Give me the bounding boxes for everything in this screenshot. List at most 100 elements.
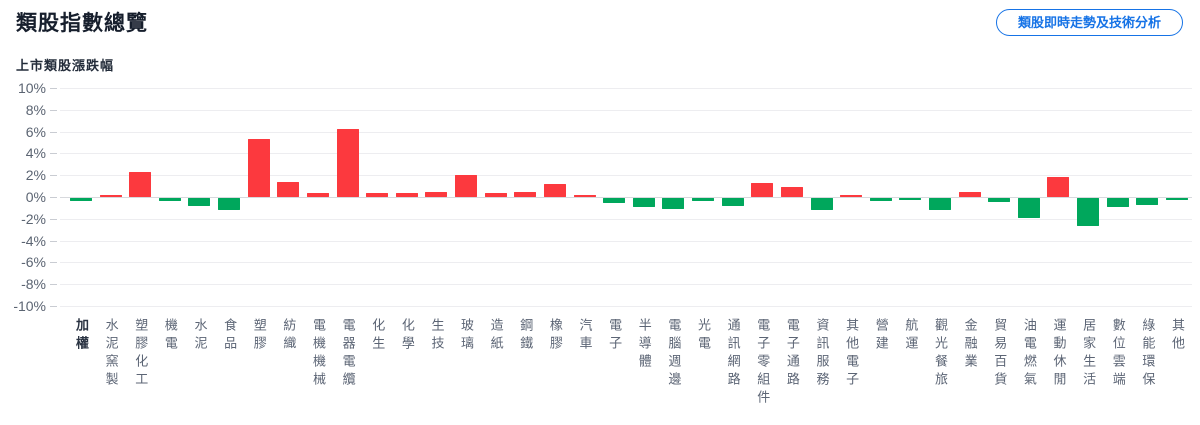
bar-電機機械[interactable]	[306, 192, 329, 197]
bar-塑膠化工[interactable]	[129, 171, 152, 197]
x-axis-label-造紙: 造紙	[488, 318, 504, 354]
bar-綠能環保[interactable]	[1136, 198, 1159, 205]
x-axis-label-電機機械: 電機機械	[310, 318, 326, 390]
x-axis-label-電子: 電子	[607, 318, 623, 354]
x-axis-label-塑膠: 塑膠	[251, 318, 267, 354]
gridline--8%	[60, 284, 1192, 286]
gridline--4%	[60, 240, 1192, 242]
y-axis-label: 6%	[25, 123, 46, 140]
x-axis-label-資訊服務: 資訊服務	[814, 318, 830, 390]
x-axis-label-生技: 生技	[429, 318, 445, 354]
x-axis-label-化生: 化生	[370, 318, 386, 354]
y-tick	[50, 284, 57, 286]
bar-其他[interactable]	[1165, 198, 1188, 201]
bar-電子通路[interactable]	[780, 187, 803, 197]
page-title: 類股指數總覽	[16, 12, 148, 35]
bar-貿易百貨[interactable]	[988, 198, 1011, 202]
bar-化學[interactable]	[395, 193, 418, 197]
x-axis-label-數位雲端: 數位雲端	[1110, 318, 1126, 390]
x-axis-label-加權: 加權	[74, 318, 89, 354]
x-axis-label-塑膠化工: 塑膠化工	[133, 318, 149, 390]
y-axis-label: 4%	[25, 145, 46, 162]
gridline-2%	[60, 175, 1192, 177]
x-axis-label-貿易百貨: 貿易百貨	[992, 318, 1008, 390]
y-tick	[50, 131, 57, 133]
bar-電器電纜[interactable]	[336, 129, 359, 197]
gridline-0%	[60, 197, 1192, 198]
x-axis-label-食品: 食品	[222, 318, 238, 354]
y-axis-label: 8%	[25, 101, 46, 118]
y-tick	[50, 240, 57, 242]
x-axis-label-鋼鐵: 鋼鐵	[518, 318, 534, 354]
x-axis-label-電子通路: 電子通路	[784, 318, 800, 390]
bar-居家生活[interactable]	[1077, 198, 1100, 227]
bar-食品[interactable]	[218, 198, 241, 210]
x-axis-label-其他電子: 其他電子	[844, 318, 860, 390]
plot-area	[60, 88, 1192, 307]
x-axis-label-光電: 光電	[696, 318, 712, 354]
bar-加權[interactable]	[70, 198, 92, 202]
x-axis-label-油電燃氣: 油電燃氣	[1021, 318, 1037, 390]
x-axis-label-機電: 機電	[162, 318, 178, 354]
x-axis-label-金融業: 金融業	[962, 318, 978, 372]
bar-橡膠[interactable]	[543, 183, 566, 197]
x-axis-label-營建: 營建	[873, 318, 889, 354]
bar-資訊服務[interactable]	[810, 198, 833, 210]
y-axis-label: 0%	[25, 189, 46, 205]
bar-觀光餐旅[interactable]	[928, 198, 951, 210]
gridline-8%	[60, 109, 1192, 111]
x-axis-label-其他: 其他	[1169, 318, 1185, 354]
y-tick	[50, 88, 57, 89]
y-axis-label: -2%	[21, 210, 46, 227]
bar-化生[interactable]	[366, 192, 389, 197]
x-axis-label-水泥: 水泥	[192, 318, 208, 354]
y-tick	[50, 197, 57, 198]
bar-水泥[interactable]	[188, 198, 211, 206]
x-axis-label-電子零組件: 電子零組件	[755, 318, 771, 408]
x-axis-label-居家生活: 居家生活	[1081, 318, 1097, 390]
bar-航運[interactable]	[899, 198, 922, 201]
x-axis-label-通訊網路: 通訊網路	[725, 318, 741, 390]
bar-玻璃[interactable]	[455, 175, 478, 197]
x-axis-label-運動休閒: 運動休閒	[1051, 318, 1067, 390]
x-axis-label-電腦週邊: 電腦週邊	[666, 318, 682, 390]
bar-半導體[interactable]	[632, 198, 655, 207]
gridline--10%	[60, 306, 1192, 307]
x-axis-label-玻璃: 玻璃	[459, 318, 475, 354]
y-axis-label: 10%	[17, 80, 46, 96]
bar-電子零組件[interactable]	[751, 182, 774, 197]
x-axis-label-電器電纜: 電器電纜	[340, 318, 356, 390]
y-tick	[50, 306, 57, 307]
y-tick	[50, 175, 57, 177]
y-axis-label: -10%	[13, 298, 46, 314]
bar-通訊網路[interactable]	[721, 198, 744, 206]
bar-其他電子[interactable]	[840, 195, 863, 197]
gridline-4%	[60, 153, 1192, 155]
chart-subtitle: 上市類股漲跌幅	[16, 58, 115, 73]
gridline--6%	[60, 262, 1192, 264]
x-axis-label-化學: 化學	[399, 318, 415, 354]
bar-金融業[interactable]	[958, 191, 981, 197]
bar-電腦週邊[interactable]	[662, 198, 685, 209]
bar-電子[interactable]	[603, 198, 626, 204]
bar-光電[interactable]	[692, 198, 715, 202]
bar-運動休閒[interactable]	[1047, 177, 1070, 197]
bar-塑膠[interactable]	[247, 139, 270, 197]
bar-造紙[interactable]	[484, 192, 507, 197]
x-axis-label-半導體: 半導體	[636, 318, 652, 372]
bar-數位雲端[interactable]	[1106, 198, 1129, 208]
bar-汽車[interactable]	[573, 195, 596, 197]
bar-生技[interactable]	[425, 192, 448, 197]
bar-水泥窯製[interactable]	[99, 194, 122, 197]
sector-realtime-analysis-button[interactable]: 類股即時走勢及技術分析	[995, 9, 1183, 36]
y-tick	[50, 218, 57, 220]
y-tick	[50, 153, 57, 155]
y-axis-label: 2%	[25, 167, 46, 184]
x-axis-label-觀光餐旅: 觀光餐旅	[932, 318, 948, 390]
bar-機電[interactable]	[158, 198, 181, 202]
bar-油電燃氣[interactable]	[1017, 198, 1040, 218]
bar-鋼鐵[interactable]	[514, 192, 537, 197]
bar-營建[interactable]	[869, 198, 892, 202]
bar-紡織[interactable]	[277, 181, 300, 197]
